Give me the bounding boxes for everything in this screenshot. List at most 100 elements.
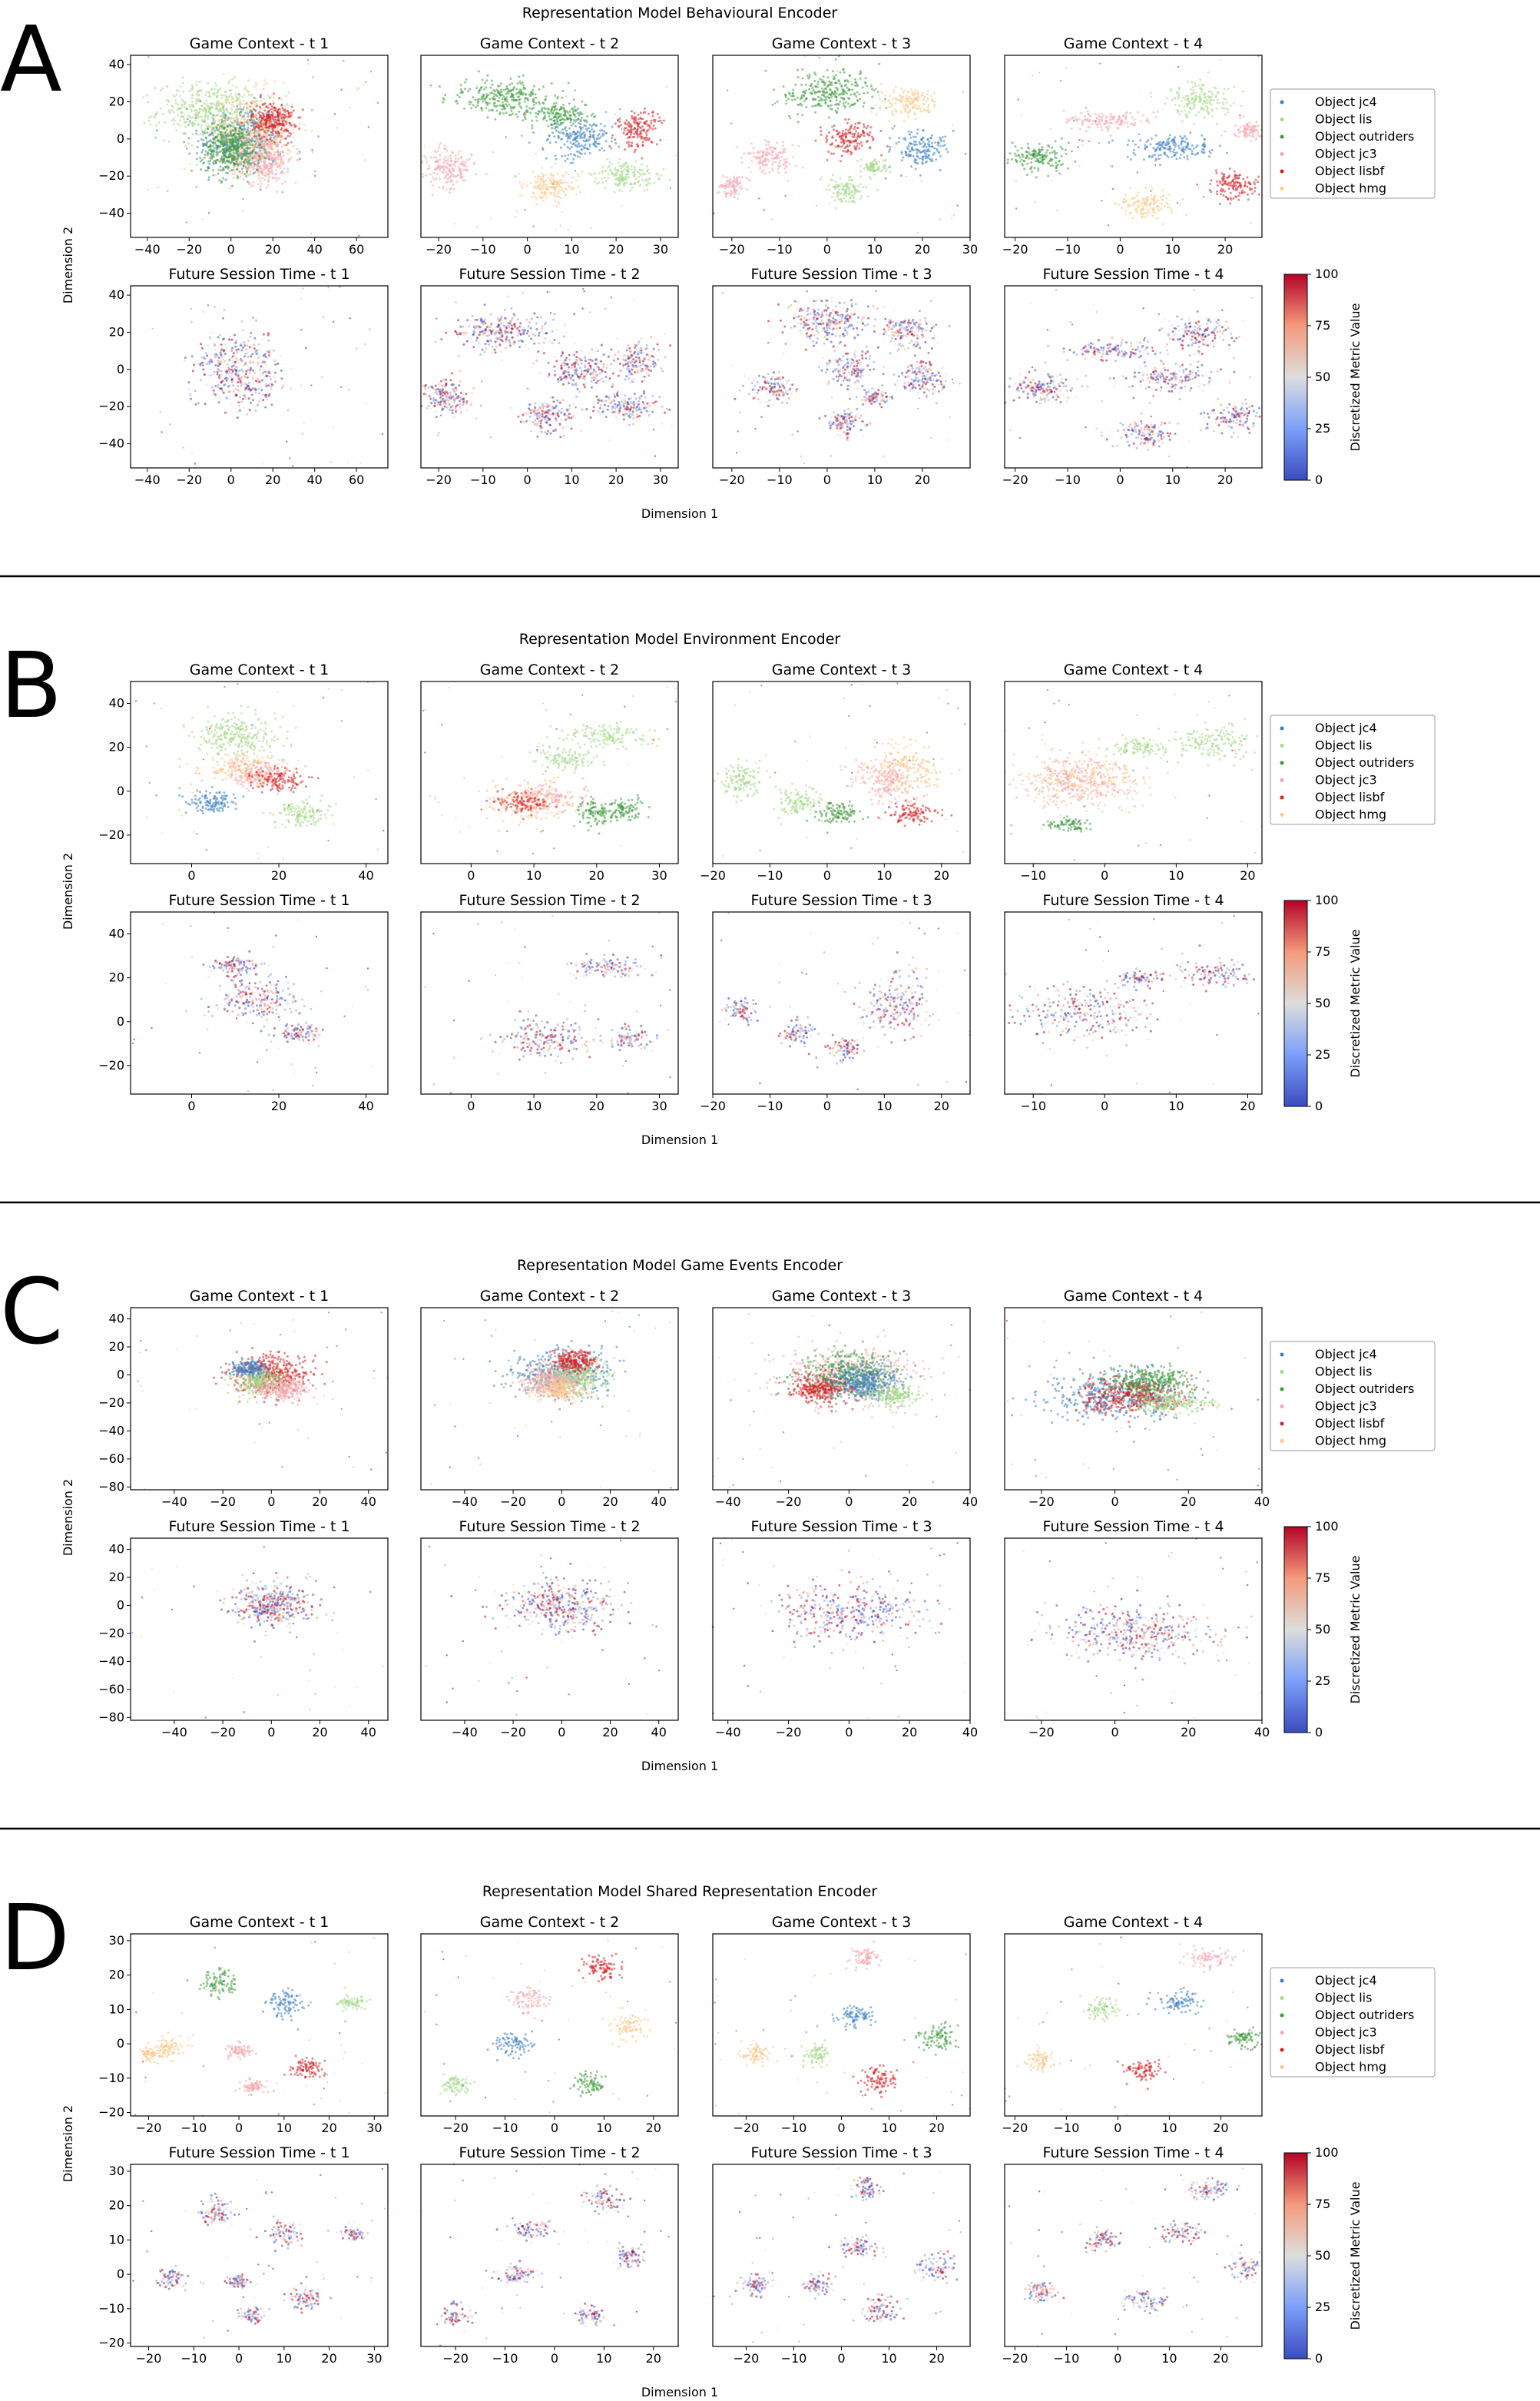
scatter-point	[230, 92, 233, 95]
scatter-point	[237, 130, 240, 133]
scatter-point	[264, 151, 267, 154]
scatter-point	[598, 137, 601, 140]
scatter-point	[230, 138, 233, 141]
scatter-point	[245, 112, 248, 114]
scatter-point	[891, 110, 894, 113]
scatter-point	[461, 175, 464, 178]
scatter-point	[470, 101, 473, 104]
scatter-point	[890, 105, 893, 108]
scatter-point	[594, 145, 598, 148]
scatter-point	[782, 144, 785, 148]
scatter-point	[248, 161, 251, 164]
scatter-point	[875, 113, 878, 116]
scatter-point	[859, 175, 862, 178]
scatter-point	[260, 171, 263, 174]
scatter-point	[906, 115, 909, 118]
scatter-point	[531, 119, 534, 122]
scatter-point	[202, 162, 205, 165]
scatter-point	[239, 106, 242, 109]
axes-frame	[420, 55, 679, 238]
scatter-point	[294, 181, 296, 184]
scatter-point	[814, 139, 817, 142]
scatter-point	[498, 104, 502, 107]
scatter-point	[790, 98, 793, 101]
scatter-point	[251, 184, 254, 187]
scatter-point	[207, 152, 210, 155]
scatter-point	[853, 125, 856, 128]
scatter-point	[646, 179, 649, 182]
scatter-point	[285, 144, 288, 147]
scatter-point	[561, 107, 565, 110]
scatter-point	[143, 121, 146, 124]
scatter-point	[521, 134, 523, 137]
scatter-point	[297, 158, 300, 161]
scatter-point	[519, 89, 522, 92]
scatter-point	[774, 102, 777, 104]
scatter-point	[505, 136, 508, 138]
scatter-point	[552, 102, 555, 105]
scatter-point	[174, 102, 177, 104]
scatter-point	[840, 141, 843, 144]
scatter-point	[250, 157, 253, 160]
scatter-point	[280, 138, 283, 141]
scatter-point	[736, 176, 739, 179]
scatter-point	[894, 101, 897, 104]
scatter-point	[235, 99, 238, 102]
scatter-point	[529, 181, 532, 184]
scatter-point	[625, 173, 628, 176]
scatter-point	[640, 132, 643, 135]
scatter-point	[538, 184, 540, 187]
scatter-point	[243, 87, 246, 90]
scatter-point	[851, 88, 854, 91]
scatter-point	[733, 179, 736, 182]
scatter-point	[621, 128, 623, 130]
scatter-point	[432, 171, 435, 174]
scatter-point	[445, 181, 448, 184]
scatter-point	[902, 120, 906, 123]
scatter-point	[642, 128, 645, 131]
scatter-point	[212, 114, 215, 117]
scatter-point	[273, 136, 276, 139]
scatter-point	[614, 122, 617, 125]
scatter-point	[656, 173, 659, 176]
scatter-point	[487, 94, 490, 97]
scatter-point	[908, 141, 911, 144]
scatter-point	[173, 111, 176, 114]
scatter-point	[475, 106, 477, 108]
scatter-point	[725, 176, 728, 179]
scatter-point	[207, 114, 210, 118]
scatter-point	[167, 109, 171, 112]
scatter-point	[572, 122, 575, 125]
scatter-point	[227, 100, 230, 103]
scatter-point	[889, 148, 892, 151]
scatter-point	[655, 143, 658, 146]
scatter-point	[459, 88, 462, 91]
scatter-point	[884, 158, 887, 161]
scatter-point	[612, 174, 615, 177]
scatter-point	[224, 98, 227, 101]
scatter-point	[498, 111, 502, 114]
scatter-point	[604, 140, 608, 143]
scatter-point	[869, 131, 872, 134]
scatter-point	[598, 133, 601, 136]
scatter-point	[201, 148, 204, 151]
scatter-point	[443, 144, 446, 148]
scatter-point	[255, 118, 258, 121]
scatter-point	[240, 118, 243, 121]
scatter-point	[267, 129, 270, 132]
scatter-point	[200, 124, 203, 127]
scatter-point	[630, 168, 633, 171]
scatter-point	[155, 129, 158, 132]
scatter-point	[235, 114, 238, 117]
scatter-point	[873, 164, 876, 167]
scatter-point	[914, 89, 916, 92]
scatter-point	[513, 86, 515, 89]
scatter-point	[892, 98, 895, 101]
scatter-point	[750, 160, 753, 163]
scatter-point	[233, 75, 236, 78]
scatter-point	[172, 122, 175, 125]
scatter-point	[498, 96, 501, 99]
scatter-point	[552, 109, 555, 112]
scatter-point	[853, 102, 856, 105]
scatter-point	[826, 85, 830, 87]
